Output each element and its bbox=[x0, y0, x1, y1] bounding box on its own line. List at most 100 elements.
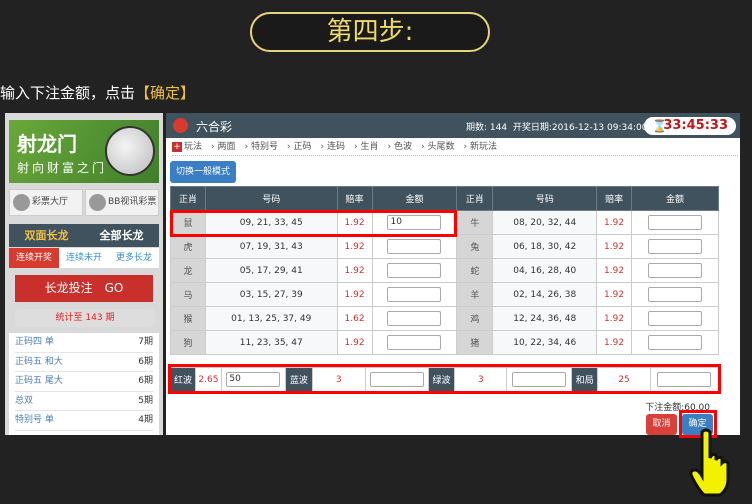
item-count: 6期 bbox=[138, 376, 153, 387]
numbers-cell: 09, 21, 33, 45 bbox=[204, 210, 338, 235]
bb-video-lottery-button[interactable]: BB视讯彩票 bbox=[85, 189, 159, 216]
amount-cell bbox=[631, 258, 719, 283]
zodiac-cell: 蛇 bbox=[456, 258, 494, 283]
column-header: 金额 bbox=[631, 186, 719, 211]
numbers-cell: 02, 14, 26, 38 bbox=[492, 282, 598, 307]
dragon-bet-banner[interactable]: 长龙投注 GO bbox=[15, 275, 153, 302]
nav-label: 正码 bbox=[293, 142, 312, 152]
amount-input[interactable]: 10 bbox=[387, 215, 442, 230]
subtab-more[interactable]: 更多长龙 bbox=[115, 253, 152, 263]
table-row: 龙 05, 17, 29, 41 1.92 蛇 04, 16, 28, 40 1.92 bbox=[170, 258, 719, 283]
amount-input[interactable] bbox=[369, 372, 424, 387]
amount-input[interactable] bbox=[648, 215, 703, 230]
bet-total: 下注金额:60.00 bbox=[645, 403, 710, 413]
lottery-hall-button[interactable]: 彩票大厅 bbox=[9, 189, 83, 216]
wave-label-cell: 红波 bbox=[170, 367, 196, 392]
table-row: 猴 01, 13, 25, 37, 49 1.62 鸡 12, 24, 36, 48 1.… bbox=[170, 306, 719, 331]
amount-input[interactable] bbox=[648, 287, 703, 302]
list-item[interactable]: 总双 5期 bbox=[15, 392, 153, 412]
odds-cell: 1.92 bbox=[596, 282, 633, 307]
column-header: 正肖 bbox=[170, 186, 206, 211]
amount-input[interactable] bbox=[648, 239, 703, 254]
cancel-button[interactable]: 取消 bbox=[646, 414, 677, 435]
odds-cell: 1.92 bbox=[336, 282, 373, 307]
column-header: 赔率 bbox=[596, 186, 633, 211]
amount-input[interactable] bbox=[387, 263, 442, 278]
odds-cell: 1.92 bbox=[596, 234, 633, 259]
amount-input[interactable] bbox=[387, 335, 442, 350]
amount-cell bbox=[631, 306, 719, 331]
zodiac-cell: 兔 bbox=[456, 234, 494, 259]
nav-item[interactable]: › 生肖 bbox=[354, 139, 379, 155]
nav-item[interactable]: › 连码 bbox=[321, 139, 346, 155]
odds-cell: 1.92 bbox=[596, 330, 633, 355]
subtab-consecutive-unopened[interactable]: 连续未开 bbox=[65, 253, 102, 263]
wave-odds-cell: 2.65 bbox=[194, 367, 222, 392]
list-item[interactable]: 正码四 单 7期 bbox=[15, 333, 153, 353]
numbers-cell: 05, 17, 29, 41 bbox=[204, 258, 338, 283]
draw-date: 开奖日期:2016-12-13 09:34:00 bbox=[512, 123, 648, 133]
nav-item[interactable]: › 两面 bbox=[211, 139, 236, 155]
item-name: 特别号 单 bbox=[15, 415, 54, 426]
amount-input[interactable] bbox=[657, 372, 712, 387]
subtab-consecutive-open[interactable]: 连续开奖 bbox=[9, 248, 59, 268]
sidebar: 射龙门 射向财富之门 彩票大厅 BB视讯彩票 双面长龙 全部长龙 连续开奖 连续… bbox=[5, 113, 163, 435]
zodiac-cell: 狗 bbox=[170, 330, 206, 355]
nav-item[interactable]: › 正码 bbox=[287, 139, 312, 155]
wave-amount-cell bbox=[649, 367, 720, 392]
amount-cell bbox=[371, 282, 458, 307]
plus-icon: + bbox=[172, 142, 182, 152]
logo: 射龙门 射向财富之门 bbox=[9, 120, 159, 183]
chevron-right-icon: › bbox=[211, 142, 215, 152]
sidebar-subtabs: 连续开奖 连续未开 更多长龙 bbox=[9, 248, 159, 268]
nav-label: 头尾数 bbox=[427, 142, 455, 152]
wave-odds-cell: 3 bbox=[311, 367, 366, 392]
amount-input[interactable] bbox=[648, 335, 703, 350]
amount-input[interactable]: 50 bbox=[226, 372, 281, 387]
gear-icon bbox=[173, 118, 188, 133]
numbers-cell: 12, 24, 36, 48 bbox=[492, 306, 598, 331]
stat-label: 统计至 143 期 bbox=[15, 309, 155, 327]
tab-double-dragon[interactable]: 双面长龙 bbox=[24, 229, 69, 242]
zodiac-cell: 虎 bbox=[170, 234, 206, 259]
highlight-box bbox=[170, 210, 457, 237]
instruction-text: 输入下注金额，点击 bbox=[0, 84, 136, 102]
column-header: 赔率 bbox=[336, 186, 373, 211]
list-item[interactable]: 正码五 尾大 6期 bbox=[15, 372, 153, 392]
list-item[interactable]: 特别号 单 4期 bbox=[15, 411, 153, 431]
home-icon bbox=[13, 194, 30, 211]
amount-cell: 10 bbox=[371, 210, 458, 235]
nav-item[interactable]: › 头尾数 bbox=[421, 139, 455, 155]
table-row: 鼠 09, 21, 33, 45 1.92 10 牛 08, 20, 32, 44 1.92 bbox=[170, 210, 719, 235]
odds-cell: 1.92 bbox=[336, 330, 373, 355]
amount-input[interactable] bbox=[512, 372, 567, 387]
amount-input[interactable] bbox=[387, 239, 442, 254]
odds-cell: 1.92 bbox=[336, 258, 373, 283]
amount-cell bbox=[371, 258, 458, 283]
chevron-right-icon: › bbox=[387, 142, 392, 152]
nav-item[interactable]: › 特别号 bbox=[245, 139, 279, 155]
numbers-cell: 01, 13, 25, 37, 49 bbox=[204, 306, 338, 331]
nav-label: 生肖 bbox=[360, 142, 379, 152]
zodiac-cell: 牛 bbox=[456, 210, 494, 235]
nav-item[interactable]: › 色波 bbox=[388, 139, 413, 155]
nav-item[interactable]: › 新玩法 bbox=[464, 139, 498, 155]
tab-all-dragon[interactable]: 全部长龙 bbox=[99, 229, 144, 242]
timer-value: 33:45:33 bbox=[663, 118, 728, 133]
nav-item[interactable]: + 玩法 bbox=[172, 139, 202, 155]
numbers-cell: 04, 16, 28, 40 bbox=[492, 258, 598, 283]
amount-input[interactable] bbox=[387, 311, 442, 326]
wave-amount-cell: 50 bbox=[220, 367, 286, 392]
amount-input[interactable] bbox=[648, 311, 703, 326]
list-item[interactable]: 正码五 和大 6期 bbox=[15, 353, 153, 373]
chevron-right-icon: › bbox=[421, 142, 425, 152]
chevron-right-icon: › bbox=[354, 142, 358, 152]
amount-cell bbox=[371, 330, 458, 355]
switch-mode-button[interactable]: 切换一般模式 bbox=[170, 161, 236, 183]
zodiac-cell: 猴 bbox=[170, 306, 206, 331]
amount-input[interactable] bbox=[387, 287, 442, 302]
bet-table: 正肖 号码 赔率 金额 正肖 号码 赔率 金额 鼠 09, 21, 33, 45 1.92 10 牛 0… bbox=[170, 186, 719, 355]
odds-cell: 1.92 bbox=[336, 234, 373, 259]
amount-input[interactable] bbox=[648, 263, 703, 278]
item-count: 6期 bbox=[138, 356, 153, 367]
